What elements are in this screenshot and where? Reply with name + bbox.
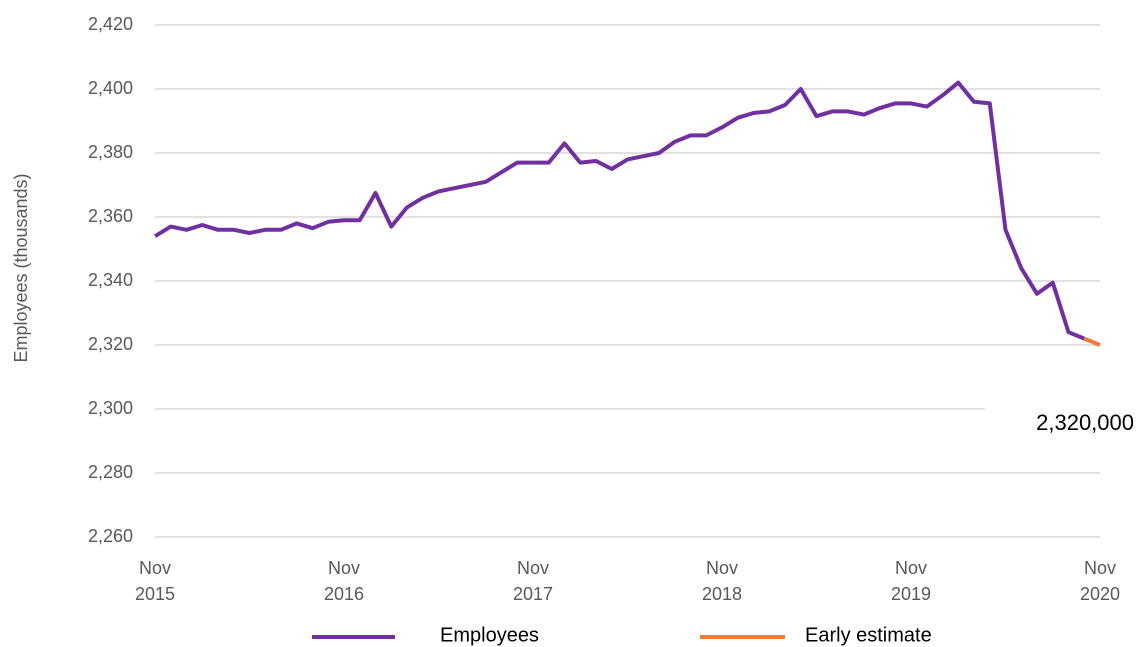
y-tick-label: 2,320 [88, 334, 133, 354]
y-tick-label: 2,340 [88, 270, 133, 290]
series-line [153, 80, 1086, 341]
data-label: 2,320,000 [1036, 410, 1134, 435]
y-tick-label: 2,260 [88, 526, 133, 546]
x-tick-label: Nov 2020 [1079, 558, 1121, 604]
y-tick-label: 2,380 [88, 142, 133, 162]
y-tick-label: 2,360 [88, 206, 133, 226]
legend-label: Early estimate [805, 624, 932, 646]
y-axis-label: Employees (thousands) [11, 173, 31, 362]
legend-label: Employees [440, 624, 539, 646]
label-background [985, 402, 1135, 442]
series-line [1083, 336, 1101, 347]
y-tick-label: 2,400 [88, 78, 133, 98]
y-tick-label: 2,420 [88, 14, 133, 34]
y-tick-label: 2,300 [88, 398, 133, 418]
y-tick-label: 2,280 [88, 462, 133, 482]
x-tick-label: Nov 2016 [323, 558, 365, 604]
x-tick-label: Nov 2019 [890, 558, 932, 604]
x-tick-label: Nov 2018 [701, 558, 743, 604]
x-tick-label: Nov 2015 [134, 558, 176, 604]
x-tick-label: Nov 2017 [512, 558, 554, 604]
